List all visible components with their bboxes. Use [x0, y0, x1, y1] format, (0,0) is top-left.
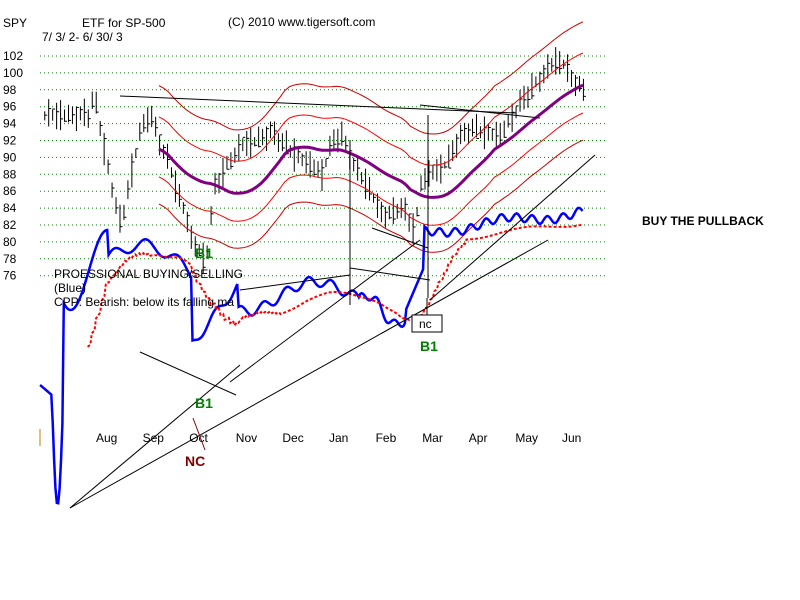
- prof-buying-label: PROESSIONAL BUYING/SELLING: [54, 267, 243, 281]
- professional-buying-line: [39, 206, 584, 505]
- y-tick-label: 86: [3, 184, 17, 198]
- nc-upper-label: NC: [185, 453, 205, 469]
- upper-inner-band-line: [158, 52, 584, 166]
- y-tick-label: 80: [3, 235, 17, 249]
- trend-line: [119, 95, 517, 114]
- moving-average-line: [158, 83, 584, 199]
- y-tick-label: 96: [3, 100, 17, 114]
- trend-line: [419, 104, 541, 119]
- trend-line: [239, 274, 351, 291]
- upper-band-line: [158, 21, 584, 135]
- date-range-label: 7/ 3/ 2- 6/ 30/ 3: [42, 30, 123, 44]
- nc-box: [411, 314, 443, 333]
- symbol-label: SPY: [3, 16, 27, 30]
- copyright-label: (C) 2010 www.tigersoft.com: [228, 15, 375, 29]
- buy-pullback-label: BUY THE PULLBACK: [642, 214, 764, 228]
- x-tick-label: Aug: [96, 431, 117, 445]
- b1-signal-label: B1: [195, 395, 213, 411]
- blue-note-label: (Blue): [54, 281, 86, 295]
- y-tick-label: 100: [3, 66, 23, 80]
- trend-line: [349, 267, 431, 281]
- b1-signal-label: B1: [420, 338, 438, 354]
- y-tick-label: 76: [3, 269, 17, 283]
- lower-band-line: [158, 139, 584, 253]
- y-tick-label: 98: [3, 83, 17, 97]
- y-tick-label: 78: [3, 252, 17, 266]
- gridlines: [40, 55, 608, 277]
- nc-pointer-line: [192, 417, 206, 451]
- cpp-ma-line: [86, 223, 583, 348]
- x-tick-label: Feb: [376, 431, 397, 445]
- x-tick-label: Mar: [422, 431, 443, 445]
- y-tick-label: 94: [3, 117, 17, 131]
- y-axis: 102 100 98 96 94 92 90 88 86 84 82 80 78 76: [3, 49, 23, 283]
- x-axis: AugSepOctNovDecJanFebMarAprMayJun: [39, 429, 581, 446]
- y-tick-label: 88: [3, 167, 17, 181]
- plot-area: [39, 21, 596, 509]
- y-tick-label: 84: [3, 201, 17, 215]
- y-tick-label: 82: [3, 218, 17, 232]
- trend-line: [229, 239, 421, 383]
- trend-line: [69, 364, 241, 509]
- trend-line: [429, 154, 596, 301]
- x-tick-label: Jan: [329, 431, 348, 445]
- y-tick-label: 90: [3, 150, 17, 164]
- y-tick-label: 102: [3, 49, 23, 63]
- y-tick-label: 92: [3, 134, 17, 148]
- x-tick-label: Dec: [282, 431, 303, 445]
- trend-line: [69, 239, 549, 509]
- b1-signal-label: B1: [195, 245, 213, 261]
- x-tick-label: Jun: [562, 431, 581, 445]
- trend-line: [371, 227, 429, 249]
- trend-line: [139, 351, 237, 396]
- cpp-note-label: CPP: Bearish: below its falling ma: [54, 295, 234, 309]
- x-tick-label: Apr: [469, 431, 488, 445]
- x-tick-label: May: [515, 431, 538, 445]
- x-tick-label: Nov: [236, 431, 257, 445]
- x-tick-label: Oct: [189, 431, 208, 445]
- lower-inner-band-line: [158, 112, 584, 226]
- chart-title: ETF for SP-500: [82, 16, 166, 30]
- nc-lower-label: nc: [419, 317, 432, 331]
